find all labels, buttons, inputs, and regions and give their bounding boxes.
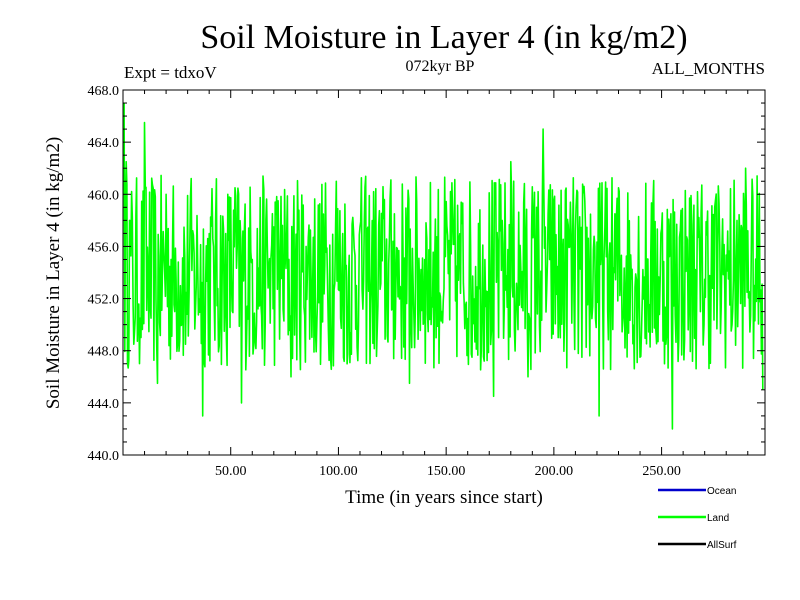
plot-area	[123, 102, 764, 430]
y-tick-label: 464.0	[88, 136, 120, 151]
x-tick-label: 150.00	[427, 464, 466, 479]
x-axis-label: Time (in years since start)	[345, 487, 543, 508]
legend-label-allsurf: AllSurf	[707, 540, 737, 551]
y-tick-label: 452.0	[88, 293, 120, 308]
y-tick-label: 456.0	[88, 240, 120, 255]
legend: Ocean Land AllSurf	[658, 486, 737, 551]
y-tick-label: 448.0	[88, 345, 120, 360]
experiment-label: Expt = tdxoV	[124, 63, 217, 82]
x-tick-label: 200.00	[535, 464, 574, 479]
y-tick-label: 440.0	[88, 449, 120, 464]
x-tick-label: 50.00	[215, 464, 247, 479]
x-tick-label: 250.00	[642, 464, 681, 479]
y-tick-label: 444.0	[88, 397, 120, 412]
legend-label-ocean: Ocean	[707, 486, 736, 497]
y-tick-label: 468.0	[88, 84, 120, 99]
y-axis-label: Soil Moisture in Layer 4 (in kg/m2)	[43, 137, 64, 409]
chart-subtitle: 072kyr BP	[406, 58, 475, 75]
legend-label-land: Land	[707, 513, 729, 524]
chart-title: Soil Moisture in Layer 4 (in kg/m2)	[200, 19, 687, 56]
axes: 440.0 444.0 448.0 452.0 456.0 460.0 464.0 468.0…	[88, 84, 766, 479]
series-line-land	[123, 102, 764, 430]
months-label: ALL_MONTHS	[652, 59, 765, 78]
x-tick-label: 100.00	[319, 464, 358, 479]
y-tick-label: 460.0	[88, 188, 120, 203]
